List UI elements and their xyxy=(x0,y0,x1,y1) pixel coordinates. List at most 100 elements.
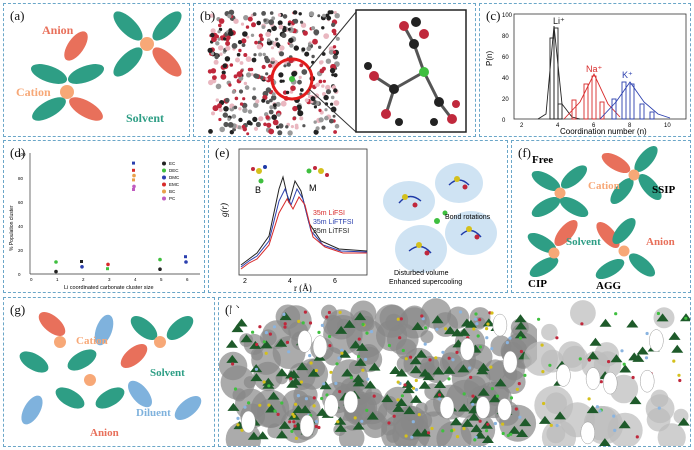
molecule-box xyxy=(207,9,340,136)
anion-label: Anion xyxy=(646,236,675,248)
cluster-scatter: 0 20 40 60 80 100 0 1 2 3 4 5 6 % Population cluster… xyxy=(9,152,200,291)
supercooling-illustration xyxy=(383,163,497,273)
highlight-circle xyxy=(270,57,314,101)
scatter-points xyxy=(54,161,188,274)
panel-e: (e) g(r) r (Å) 2 4 6 35m LiFSI 35m LiFTFSI… xyxy=(208,140,508,293)
free-label: Free xyxy=(532,154,553,166)
fsi-curve xyxy=(240,196,367,270)
y-axis-label: P(n) xyxy=(485,51,494,66)
x-ticks: 2 4 6 8 10 xyxy=(520,123,671,129)
svg-text:40: 40 xyxy=(18,224,24,229)
bond-rotations-label: Bond rotations xyxy=(445,214,491,221)
localized-hcе-diagram: Cation Solvent Diluent Anion xyxy=(19,312,202,439)
svg-text:6: 6 xyxy=(592,123,596,129)
anion-label: Anion xyxy=(42,23,74,37)
svg-text:EMC: EMC xyxy=(169,182,180,187)
cip-label: CIP xyxy=(528,278,547,290)
svg-text:1: 1 xyxy=(56,277,59,282)
y-axis-label: % Population cluster xyxy=(9,205,15,251)
svg-text:0: 0 xyxy=(18,272,21,277)
svg-text:6: 6 xyxy=(333,278,337,285)
solvent-label: Solvent xyxy=(126,111,164,125)
svg-text:80: 80 xyxy=(502,34,509,40)
structure-1 xyxy=(219,300,389,446)
svg-text:5: 5 xyxy=(160,277,163,282)
svg-text:60: 60 xyxy=(502,55,509,61)
structure-2 xyxy=(374,298,540,446)
agg-label: AGG xyxy=(596,280,622,292)
cation-label: Cation xyxy=(588,180,620,192)
panel-label: (g) xyxy=(10,302,26,317)
svg-text:8: 8 xyxy=(628,123,632,129)
svg-text:3: 3 xyxy=(108,277,111,282)
x-ticks: 2 4 6 xyxy=(243,278,337,285)
legend-tfsi: 35m LiTFSI xyxy=(313,228,349,235)
diluent-label: Diluent xyxy=(136,407,171,419)
axis-ticks: 0 20 40 60 80 100 0 1 2 3 4 5 6 xyxy=(18,152,189,282)
panel-h: (h) xyxy=(218,297,691,447)
svg-text:20: 20 xyxy=(18,248,24,253)
structure-3 xyxy=(523,300,690,446)
panel-b: (b) xyxy=(193,3,476,137)
enhanced-supercooling-label: Enhanced supercooling xyxy=(389,279,462,286)
m-label: M xyxy=(309,183,317,193)
svg-text:2: 2 xyxy=(243,278,247,285)
cation-solvent-cluster-left xyxy=(30,64,105,121)
zoom-line-top xyxy=(308,11,357,70)
anion-ellipse xyxy=(64,31,88,61)
disturbed-volume-label: Disturbed volume xyxy=(394,270,449,277)
zoom-line-bottom xyxy=(308,88,357,133)
svg-text:80: 80 xyxy=(18,176,24,181)
cation-label: Cation xyxy=(16,85,51,99)
li-label: Li⁺ xyxy=(553,16,565,26)
solvent-label: Solvent xyxy=(150,367,185,379)
panel-label: (d) xyxy=(10,145,26,160)
panel-label: (e) xyxy=(215,145,230,160)
legend: EC DEC DMC EMC BC PC xyxy=(162,161,180,201)
legend-ftfsi: 35m LiFTFSI xyxy=(313,219,354,226)
solvation-diagram-a: Anion Cation Solvent xyxy=(16,11,182,125)
anion-molecules-icon xyxy=(251,165,329,184)
y-ticks: 0 20 40 60 80 100 xyxy=(502,13,513,124)
k-label: K⁺ xyxy=(622,70,633,80)
k-series xyxy=(599,81,671,120)
ssip-cluster xyxy=(601,145,662,205)
cip-agg-cluster xyxy=(527,217,656,280)
svg-text:DMC: DMC xyxy=(169,175,180,180)
panel-f: (f) Free Cation SSIP xyxy=(511,140,691,293)
coordination-histogram: 0 20 40 60 80 100 2 4 6 8 10 P(n) Coordination nu… xyxy=(485,13,687,136)
svg-text:40: 40 xyxy=(502,76,509,82)
svg-text:10: 10 xyxy=(664,123,671,129)
ssip-label: SSIP xyxy=(652,184,676,196)
b-label: B xyxy=(255,185,261,195)
li-series xyxy=(537,25,581,120)
svg-text:0: 0 xyxy=(502,118,506,124)
svg-text:4: 4 xyxy=(556,123,560,129)
svg-text:100: 100 xyxy=(502,13,513,19)
panel-label: (b) xyxy=(200,8,216,23)
svg-text:2: 2 xyxy=(82,277,85,282)
legend-fsi: 35m LiFSI xyxy=(313,210,345,217)
y-axis-label: g(r) xyxy=(219,203,229,217)
na-label: Na⁺ xyxy=(586,64,603,74)
md-snapshot xyxy=(207,9,467,136)
x-axis-label: r (Å) xyxy=(294,283,312,293)
svg-text:DEC: DEC xyxy=(169,168,179,173)
svg-text:PC: PC xyxy=(169,196,176,201)
panel-a: (a) Anion Cation Solvent xyxy=(3,3,190,137)
svg-text:100: 100 xyxy=(18,152,26,157)
rdf-plot: g(r) r (Å) 2 4 6 35m LiFSI 35m LiFTFSI 35m… xyxy=(219,148,497,293)
cation-solvent-cluster-right xyxy=(113,11,182,77)
svg-text:BC: BC xyxy=(169,189,176,194)
free-cluster xyxy=(531,165,589,218)
svg-text:2: 2 xyxy=(520,123,524,129)
panel-g: (g) Cation Solvent Diluent Anion xyxy=(3,297,215,447)
svg-text:EC: EC xyxy=(169,161,176,166)
panel-d: (d) 0 20 40 60 80 100 0 1 2 3 4 5 6 % Population clu… xyxy=(3,140,205,293)
crystal-structures xyxy=(219,298,690,446)
svg-text:0: 0 xyxy=(30,277,33,282)
x-axis-label: Coordination number (n) xyxy=(560,127,647,136)
cation-label: Cation xyxy=(76,335,108,347)
svg-text:6: 6 xyxy=(186,277,189,282)
solvent-label: Solvent xyxy=(566,236,601,248)
